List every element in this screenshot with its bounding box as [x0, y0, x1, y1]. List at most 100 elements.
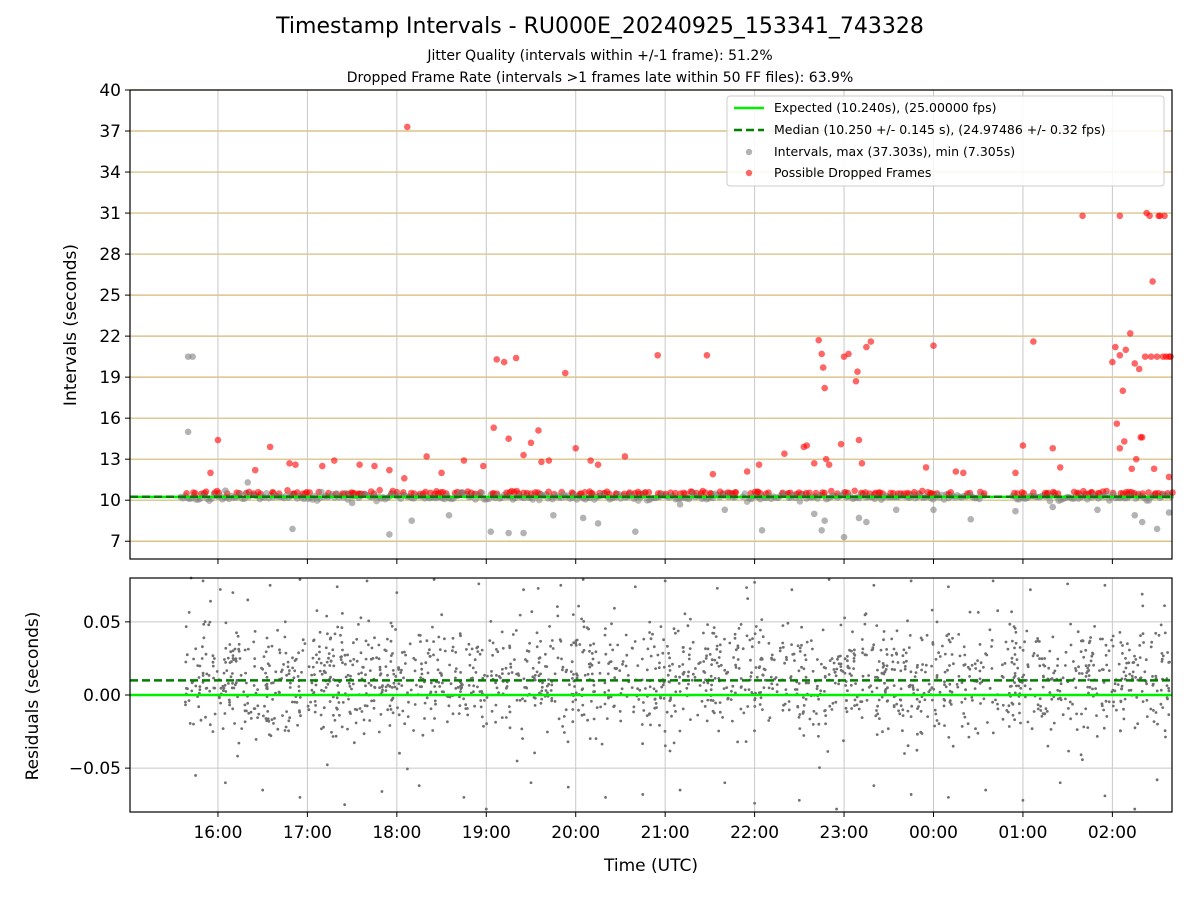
- residual-point: [909, 670, 913, 674]
- residual-point: [389, 639, 393, 643]
- residual-point: [479, 705, 483, 709]
- residual-point: [823, 690, 826, 693]
- residual-point: [590, 663, 594, 667]
- residual-point: [501, 667, 504, 671]
- residual-point: [808, 717, 812, 721]
- residual-point: [211, 654, 215, 658]
- residual-point: [1068, 700, 1072, 704]
- residual-point: [962, 663, 966, 667]
- residual-point: [227, 682, 230, 685]
- residual-point: [322, 725, 325, 729]
- residual-point: [1141, 632, 1145, 636]
- chart-subtitle-dropped: Dropped Frame Rate (intervals >1 frames …: [346, 70, 854, 86]
- residual-point: [221, 684, 225, 688]
- residual-point: [561, 665, 565, 669]
- residual-point: [466, 713, 470, 717]
- residual-point: [937, 651, 940, 655]
- residual-point: [907, 646, 911, 649]
- residual-point: [386, 708, 390, 712]
- residual-point: [276, 628, 279, 632]
- residual-point: [1104, 643, 1108, 647]
- residual-point: [592, 690, 595, 694]
- residual-point: [826, 750, 830, 753]
- residual-point: [223, 683, 227, 687]
- residual-point: [896, 661, 900, 664]
- residual-point: [429, 681, 433, 685]
- residual-point: [1159, 702, 1163, 706]
- residual-point: [1138, 676, 1142, 680]
- residual-point: [759, 658, 763, 661]
- residual-point: [1133, 654, 1136, 658]
- residual-point: [440, 690, 444, 693]
- residual-point: [518, 613, 522, 617]
- residual-point: [298, 578, 302, 581]
- residual-point: [551, 647, 555, 650]
- residual-point: [821, 628, 825, 632]
- residual-point: [570, 643, 573, 647]
- dropped-frame-point: [1120, 438, 1128, 445]
- residual-point: [192, 722, 195, 726]
- residual-point: [433, 717, 436, 720]
- residual-point: [796, 705, 800, 709]
- residual-point: [518, 699, 522, 702]
- residual-point: [768, 716, 772, 720]
- residual-point: [914, 671, 918, 674]
- interval-point: [289, 525, 296, 533]
- residual-point: [253, 630, 257, 633]
- residual-point: [774, 676, 778, 679]
- residual-point: [789, 676, 792, 680]
- residual-point: [890, 667, 894, 671]
- dropped-frame-point: [505, 435, 512, 442]
- bottom-x-axis: 16:00 17:00 18:00 19:00 20:00 21:00 22:00 23:00…: [193, 812, 1137, 843]
- residual-point: [311, 665, 315, 669]
- residual-point: [574, 643, 578, 647]
- residual-point: [935, 676, 939, 679]
- residual-point: [1047, 666, 1051, 670]
- interval-point: [863, 518, 870, 526]
- residual-point: [490, 670, 493, 673]
- dropped-frame-point: [930, 342, 937, 349]
- residual-point: [497, 691, 500, 694]
- residual-point: [874, 714, 878, 718]
- residual-point: [689, 617, 692, 621]
- residual-point: [941, 644, 944, 648]
- residual-point: [694, 667, 697, 670]
- residual-point: [662, 665, 666, 669]
- residual-point: [705, 719, 709, 723]
- residual-point: [1013, 691, 1017, 695]
- residual-point: [522, 588, 525, 592]
- residual-point: [1091, 687, 1094, 691]
- residual-point: [515, 698, 519, 702]
- residual-point: [960, 725, 964, 728]
- interval-point: [318, 488, 325, 496]
- residual-point: [686, 674, 690, 678]
- interval-point: [184, 428, 192, 436]
- residual-point: [937, 722, 941, 726]
- residual-point: [413, 669, 417, 673]
- residual-point: [784, 688, 788, 691]
- interval-point: [189, 353, 196, 360]
- residual-point: [645, 714, 649, 717]
- residual-point: [725, 671, 729, 675]
- residual-point: [1155, 778, 1159, 782]
- residual-point: [884, 687, 888, 691]
- residual-point: [1152, 720, 1156, 723]
- residual-point: [933, 708, 937, 712]
- residual-point: [1119, 699, 1123, 703]
- residual-point: [817, 734, 820, 738]
- residual-point: [1022, 673, 1026, 677]
- residual-point: [759, 696, 763, 700]
- residual-point: [538, 656, 542, 660]
- residual-point: [804, 658, 808, 662]
- residual-point: [1127, 661, 1131, 665]
- residual-point: [465, 648, 468, 651]
- residual-point: [298, 709, 301, 713]
- residual-point: [603, 633, 607, 637]
- residual-point: [580, 617, 583, 621]
- residual-point: [658, 723, 661, 727]
- residual-point: [1155, 689, 1159, 693]
- residual-point: [911, 684, 915, 687]
- residual-point: [403, 650, 406, 654]
- residual-point: [507, 705, 511, 708]
- residual-point: [362, 718, 366, 722]
